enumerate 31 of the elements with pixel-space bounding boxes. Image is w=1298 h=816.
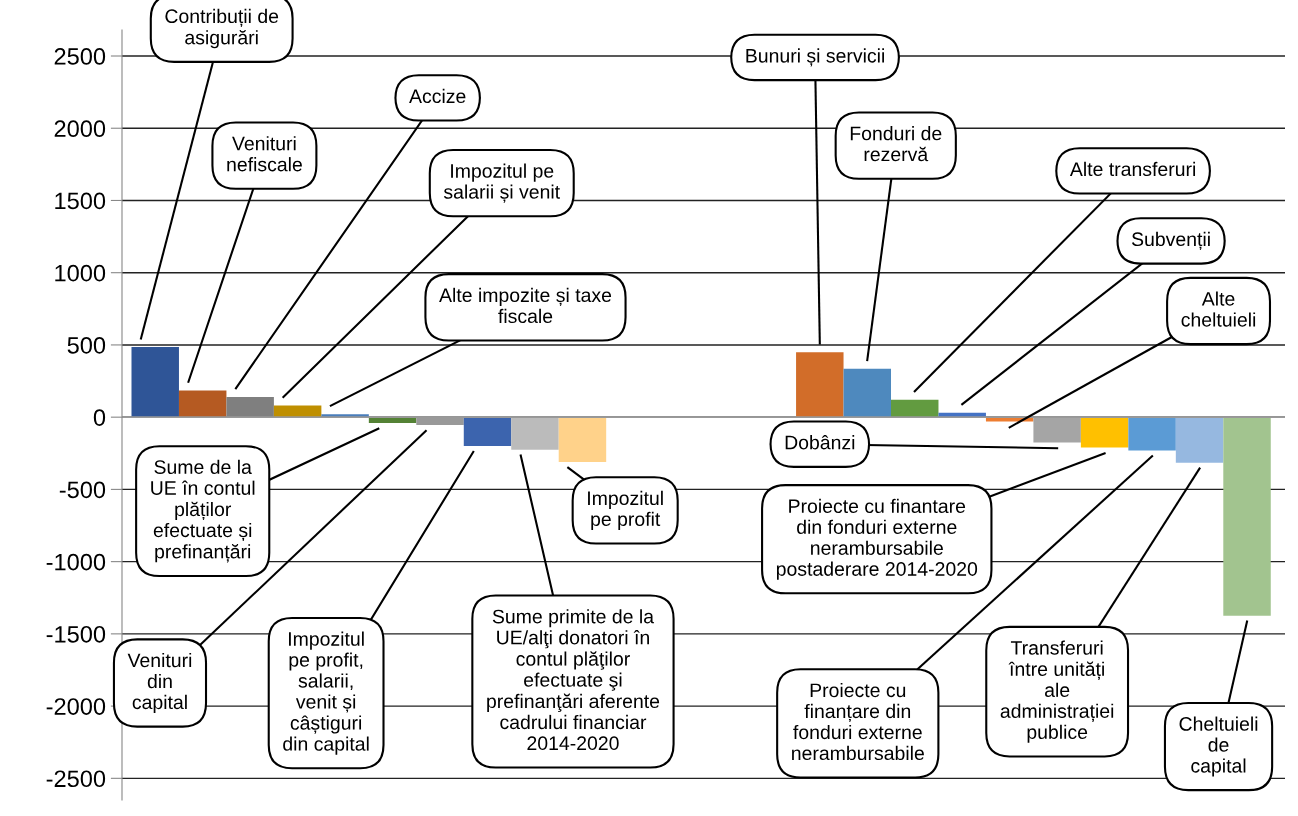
annotation: Contribuții de asigurări — [165, 8, 279, 49]
y-tick-label: -1000 — [46, 553, 106, 571]
annotation: Fonduri de rezervă — [850, 126, 942, 162]
annotation: Proiecte cu finanțare din fonduri externe nerambursabile — [792, 682, 924, 761]
annotation: Sume primite de la UE/alţi donatori în contul plăţilor efectuate şi prefinanţări aferente cadrului financiar 2014-2020 — [487, 609, 660, 751]
annotation: Impozitul pe salarii și venit — [443, 163, 560, 203]
annotation: Subvenții — [1131, 231, 1210, 251]
annotation: Bunuri și servicii — [746, 48, 884, 67]
annotation: Cheltuieli de capital — [1179, 716, 1258, 777]
annotation: Impozitul pe profit — [588, 490, 663, 530]
annotation: Venituri nefiscale — [227, 136, 302, 172]
annotation: Sume de la UE în contul plăților efectuate și prefinanțări — [151, 459, 255, 563]
y-tick-label: -2000 — [46, 698, 106, 715]
y-tick-label: 500 — [67, 337, 106, 354]
annotation: Dobânzi — [785, 435, 855, 450]
y-tick-label: 2500 — [54, 48, 106, 65]
annotation: Proiecte cu finantare din fonduri externe nerambursabile postaderare 2014-2020 — [776, 498, 978, 580]
annotation: Accize — [409, 88, 466, 104]
y-tick-label: 0 — [93, 409, 106, 426]
y-tick-label: 2000 — [54, 120, 106, 138]
annotation: Alte transferuri — [1069, 161, 1196, 177]
y-tick-label: -500 — [59, 481, 106, 499]
annotation: Transferuri între unități ale administrației publice — [1000, 640, 1114, 743]
annotation: Venituri din capital — [127, 652, 192, 713]
y-tick-label: -2500 — [46, 770, 106, 788]
y-tick-label: -1500 — [46, 625, 106, 643]
annotation: Alte impozite și taxe fiscale — [439, 287, 612, 324]
annotation: Impozitul pe profit, salarii, venit și câștiguri din capital — [283, 631, 369, 755]
y-tick-label: 1500 — [55, 192, 106, 210]
y-tick-label: 1000 — [55, 264, 106, 282]
annotation: Alte cheltuieli — [1181, 291, 1256, 327]
